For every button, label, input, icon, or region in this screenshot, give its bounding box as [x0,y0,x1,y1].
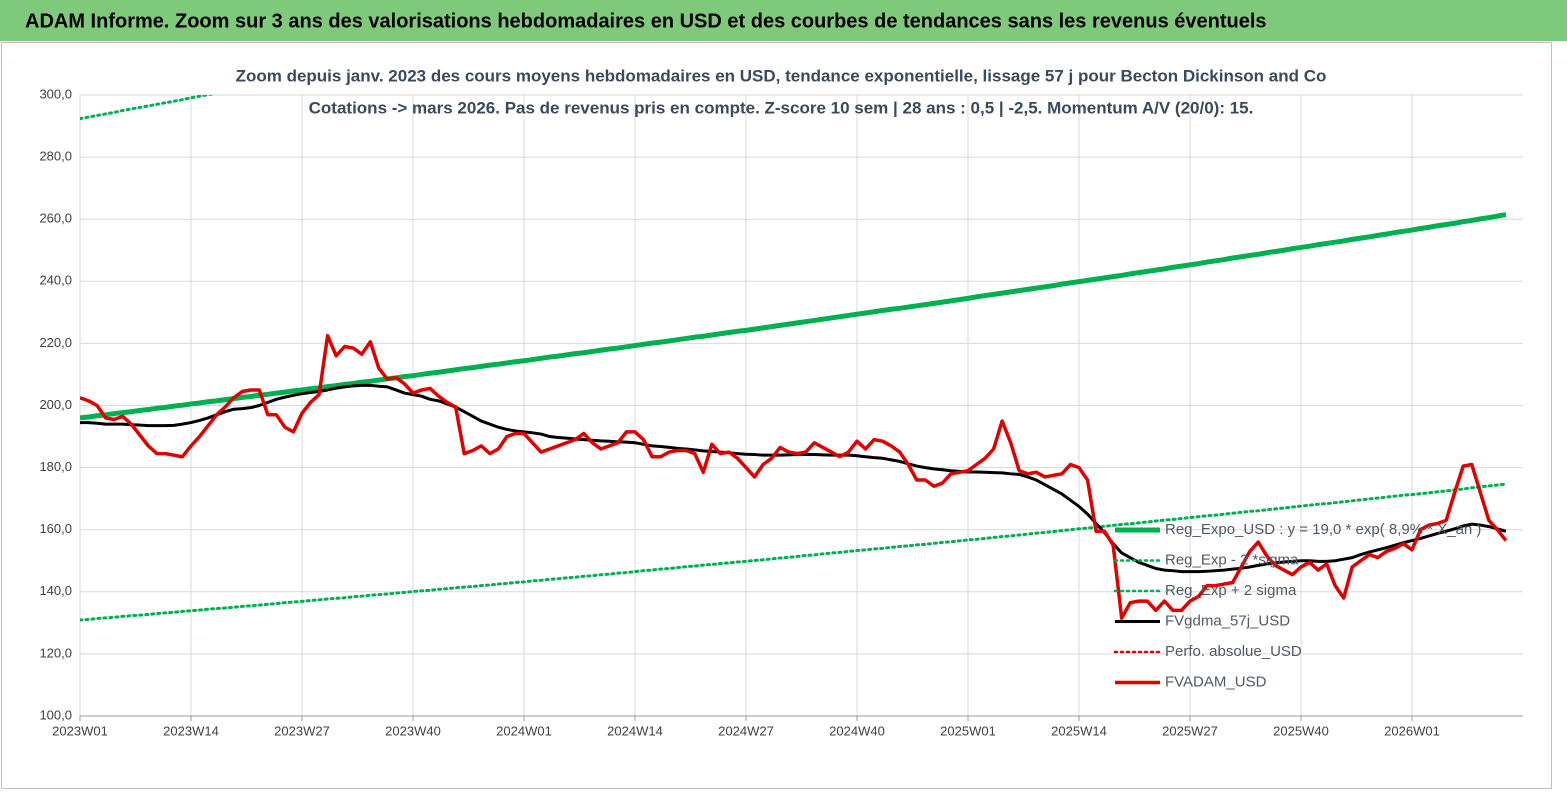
plot [80,95,1508,622]
y-tick-label: 100,0 [39,707,72,722]
series-line [80,482,1508,622]
subtitle: Zoom depuis janv. 2023 des cours moyens … [236,66,1327,85]
x-tick-label: 2024W27 [718,723,774,738]
series-line [80,333,1508,620]
x-tick-label: 2023W01 [52,723,108,738]
grid: 100,0 120,0 140,0 160,0 180,0 200,0 220,0 240,0… [39,86,1523,738]
legend-label: FVADAM_USD [1165,673,1267,690]
y-tick-label: 120,0 [39,645,72,660]
subtitle: Cotations -> mars 2026. Pas de revenus p… [309,98,1254,117]
x-tick-label: 2026W01 [1384,723,1440,738]
series-line [80,212,1507,421]
y-tick-label: 160,0 [39,521,72,536]
legend-label: Reg_Exp + 2 sigma [1165,582,1297,599]
x-tick-label: 2024W40 [829,723,885,738]
x-tick-label: 2025W40 [1273,723,1329,738]
x-tick-label: 2023W27 [274,723,330,738]
legend-label: Reg_Exp - 2 *sigma [1165,551,1299,568]
frame [1,42,1552,789]
x-tick-label: 2025W27 [1162,723,1218,738]
x-tick-label: 2025W01 [940,723,996,738]
title-band [0,0,1567,41]
chart-title: ADAM Informe. Zoom sur 3 ans des valoris… [25,10,1267,32]
y-tick-label: 300,0 [39,86,72,101]
x-tick-label: 2025W14 [1051,723,1107,738]
y-tick-label: 260,0 [39,211,72,226]
x-tick-label: 2024W14 [607,723,663,738]
y-tick-label: 180,0 [39,459,72,474]
y-tick-label: 220,0 [39,335,72,350]
x-tick-label: 2023W40 [385,723,441,738]
legend: Reg_Expo_USD : y = 19,0 * exp( 8,9% * X_… [1113,521,1481,690]
x-tick-label: 2023W14 [163,723,219,738]
legend-label: Perfo. absolue_USD [1165,643,1302,660]
y-tick-label: 240,0 [39,273,72,288]
legend-label: Reg_Expo_USD : y = 19,0 * exp( 8,9% * X_… [1165,521,1481,538]
y-tick-label: 200,0 [39,397,72,412]
series-line [80,383,1507,574]
x-tick-label: 2024W01 [496,723,552,738]
legend-label: FVgdma_57j_USD [1165,612,1290,629]
y-tick-label: 140,0 [39,583,72,598]
y-tick-label: 280,0 [39,149,72,164]
